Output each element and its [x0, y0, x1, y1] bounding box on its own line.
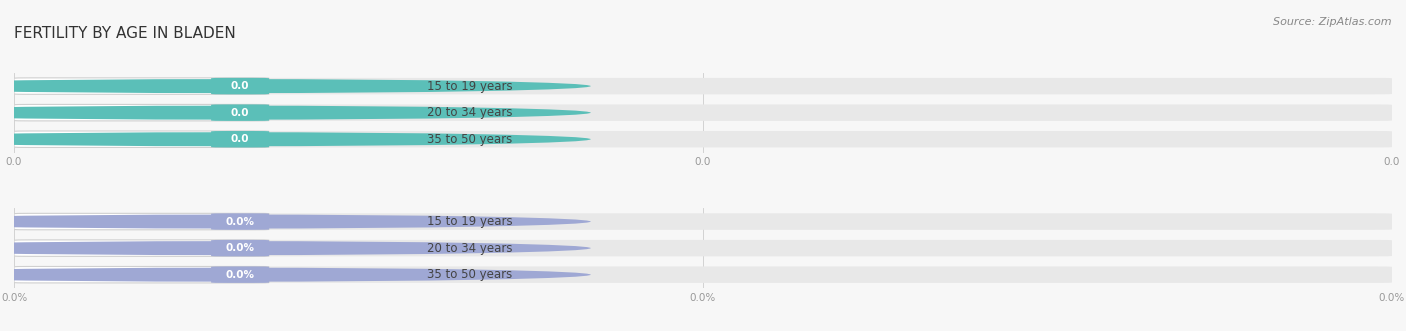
- Circle shape: [0, 214, 591, 229]
- FancyBboxPatch shape: [211, 78, 269, 94]
- Text: 15 to 19 years: 15 to 19 years: [427, 79, 512, 93]
- FancyBboxPatch shape: [14, 131, 1392, 147]
- Text: 20 to 34 years: 20 to 34 years: [427, 106, 512, 119]
- Text: 0.0%: 0.0%: [225, 270, 254, 280]
- FancyBboxPatch shape: [14, 240, 269, 257]
- FancyBboxPatch shape: [14, 213, 269, 230]
- FancyBboxPatch shape: [14, 78, 269, 94]
- FancyBboxPatch shape: [211, 213, 269, 230]
- FancyBboxPatch shape: [14, 266, 269, 283]
- FancyBboxPatch shape: [14, 78, 1392, 94]
- FancyBboxPatch shape: [211, 240, 269, 257]
- Text: 20 to 34 years: 20 to 34 years: [427, 242, 512, 255]
- Circle shape: [0, 268, 591, 282]
- Text: Source: ZipAtlas.com: Source: ZipAtlas.com: [1274, 17, 1392, 26]
- FancyBboxPatch shape: [14, 240, 1392, 257]
- FancyBboxPatch shape: [14, 104, 1392, 121]
- Text: FERTILITY BY AGE IN BLADEN: FERTILITY BY AGE IN BLADEN: [14, 26, 236, 41]
- FancyBboxPatch shape: [211, 131, 269, 147]
- Circle shape: [0, 79, 591, 93]
- Circle shape: [0, 132, 591, 146]
- Text: 0.0: 0.0: [231, 81, 249, 91]
- FancyBboxPatch shape: [211, 266, 269, 283]
- Text: 0.0%: 0.0%: [225, 243, 254, 253]
- FancyBboxPatch shape: [211, 104, 269, 121]
- Text: 35 to 50 years: 35 to 50 years: [427, 133, 512, 146]
- Text: 0.0%: 0.0%: [225, 216, 254, 226]
- Text: 15 to 19 years: 15 to 19 years: [427, 215, 512, 228]
- Text: 35 to 50 years: 35 to 50 years: [427, 268, 512, 281]
- FancyBboxPatch shape: [14, 266, 1392, 283]
- FancyBboxPatch shape: [14, 213, 1392, 230]
- FancyBboxPatch shape: [14, 131, 269, 147]
- Circle shape: [0, 241, 591, 255]
- Text: 0.0: 0.0: [231, 134, 249, 144]
- FancyBboxPatch shape: [14, 104, 269, 121]
- Text: 0.0: 0.0: [231, 108, 249, 118]
- Circle shape: [0, 106, 591, 120]
